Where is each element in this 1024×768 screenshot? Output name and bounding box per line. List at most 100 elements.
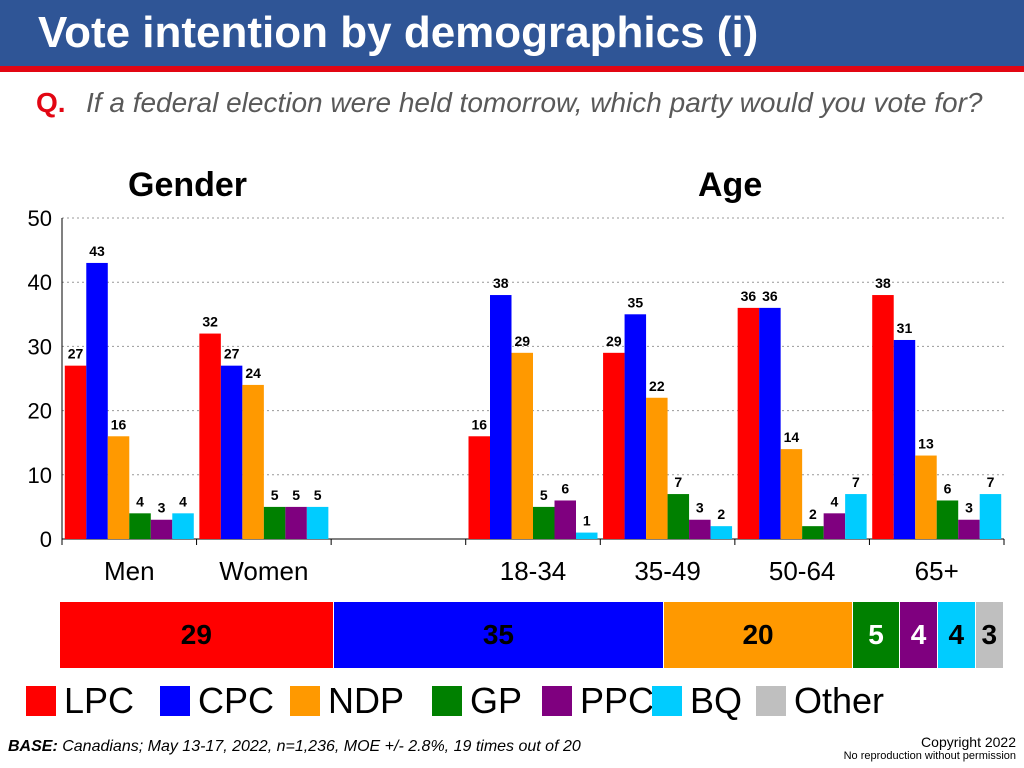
bar-ndp [242,384,264,539]
legend-item-gp: GP [432,676,522,726]
data-label: 7 [987,474,995,490]
data-label: 4 [830,493,838,509]
legend-swatch [26,686,56,716]
overall-segment-cpc: 35 [333,602,665,668]
overall-segment-gp: 5 [852,602,901,668]
bar-ppc [958,519,980,539]
y-tick-label: 20 [28,399,52,424]
bar-lpc [872,295,894,539]
data-label: 31 [897,320,913,336]
bar-bq [172,513,194,539]
data-label: 6 [561,480,569,496]
category-label: Men [104,556,155,586]
base-note: BASE: Canadians; May 13-17, 2022, n=1,23… [8,738,581,756]
category-label: Women [219,556,308,586]
bar-ppc [689,519,711,539]
chart-legend: LPC CPC NDP GP PPC BQ Other [26,676,1016,726]
data-label: 5 [314,487,322,503]
survey-question: Q. If a federal election were held tomorr… [36,86,996,120]
y-tick-label: 0 [40,527,52,552]
data-label: 6 [944,480,952,496]
legend-item-ndp: NDP [290,676,404,726]
bar-cpc [86,262,108,539]
base-text: Canadians; May 13-17, 2022, n=1,236, MOE… [57,738,581,755]
data-label: 3 [965,500,973,516]
data-label: 38 [875,275,891,291]
bar-ppc [150,519,173,539]
bar-ndp [915,455,937,539]
bar-bq [979,494,1002,539]
data-label: 43 [89,243,105,259]
legend-swatch [290,686,320,716]
bar-gp [802,526,824,539]
y-tick-label: 30 [28,334,52,359]
bar-lpc [468,436,490,539]
data-label: 22 [649,378,665,394]
data-label: 5 [292,487,300,503]
data-label: 5 [271,487,279,503]
copyright-note: No reproduction without permission [843,750,1016,762]
legend-swatch [160,686,190,716]
bar-lpc [737,307,760,539]
base-label: BASE: [8,738,58,755]
data-label: 5 [540,487,548,503]
bar-cpc [220,365,243,539]
category-label: 65+ [915,556,959,586]
age-group-title: Age [698,166,763,204]
y-tick-label: 40 [28,270,52,295]
slide-title: Vote intention by demographics (i) [38,8,759,57]
bar-ndp [780,449,803,539]
legend-label: NDP [328,680,405,721]
data-label: 32 [202,314,218,330]
data-label: 16 [471,416,487,432]
y-tick-label: 10 [28,463,52,488]
data-label: 1 [583,513,591,529]
data-label: 38 [493,275,509,291]
overall-segment-lpc: 29 [60,602,334,668]
bar-lpc [603,352,625,539]
title-bar: Vote intention by demographics (i) [0,0,1024,72]
bar-bq [845,494,867,539]
category-label: 18-34 [500,556,567,586]
data-label: 2 [809,506,817,522]
legend-label: BQ [690,680,743,721]
data-label: 35 [628,294,644,310]
question-text: If a federal election were held tomorrow… [86,87,983,118]
data-label: 4 [179,493,187,509]
data-label: 29 [606,333,622,349]
data-label: 36 [762,288,778,304]
data-label: 27 [224,346,240,362]
category-label: 50-64 [769,556,836,586]
copyright-block: Copyright 2022 No reproduction without p… [844,734,1016,762]
legend-swatch [652,686,682,716]
legend-label: CPC [198,680,275,721]
bar-gp [129,513,151,539]
legend-item-cpc: CPC [160,676,274,726]
bar-cpc [759,307,781,539]
data-label: 13 [918,436,934,452]
overall-result-bar: 29 35 20 5 4 4 3 [60,602,1004,668]
bar-lpc [64,365,87,539]
legend-swatch [432,686,462,716]
data-label: 16 [111,416,127,432]
data-label: 29 [514,333,530,349]
bar-cpc [893,339,916,539]
data-label: 3 [696,500,704,516]
bar-gp [667,494,690,539]
question-label: Q. [36,87,66,118]
bar-ndp [646,397,668,539]
legend-label: GP [470,680,523,721]
legend-swatch [542,686,572,716]
legend-label: Other [794,680,885,721]
bar-ppc [285,506,307,539]
data-label: 14 [784,429,800,445]
data-label: 7 [852,474,860,490]
bar-bq [306,506,329,539]
legend-label: LPC [64,680,135,721]
legend-item-lpc: LPC [26,676,134,726]
bar-bq [576,532,598,539]
legend-item-other: Other [756,676,884,726]
copyright-text: Copyright 2022 [921,734,1016,750]
data-label: 4 [136,493,144,509]
